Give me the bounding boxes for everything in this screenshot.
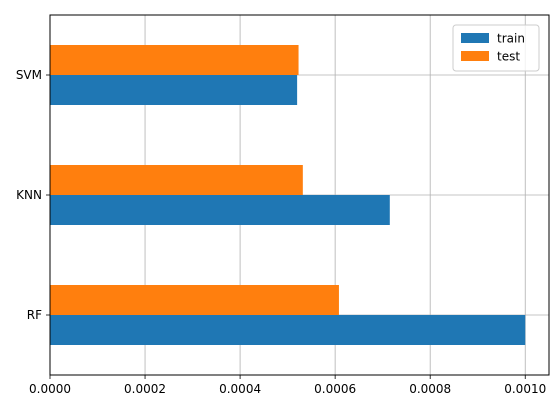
bar-test-rf — [50, 285, 339, 315]
x-tick-label: 0.0008 — [409, 382, 451, 396]
legend-label-train: train — [497, 32, 525, 46]
x-tick-label: 0.0002 — [124, 382, 166, 396]
legend: train test — [452, 24, 540, 72]
legend-label-test: test — [497, 50, 520, 64]
x-tick-label: 0.0000 — [29, 382, 71, 396]
legend-box — [452, 24, 540, 72]
bar-train-svm — [50, 75, 298, 105]
y-axis-ticks: RF KNN SVM — [16, 68, 50, 322]
bar-train-rf — [50, 315, 526, 345]
legend-swatch-test — [461, 51, 489, 61]
bar-test-knn — [50, 165, 303, 195]
legend-swatch-train — [461, 33, 489, 43]
x-tick-label: 0.0006 — [314, 382, 356, 396]
y-tick-label: KNN — [16, 188, 42, 202]
bars — [50, 45, 526, 345]
bar-test-svm — [50, 45, 299, 75]
x-tick-label: 0.0010 — [504, 382, 546, 396]
x-tick-label: 0.0004 — [219, 382, 261, 396]
y-tick-label: RF — [27, 308, 42, 322]
y-tick-label: SVM — [16, 68, 42, 82]
bar-train-knn — [50, 195, 390, 225]
x-axis-ticks: 0.0000 0.0002 0.0004 0.0006 0.0008 0.0010 — [29, 375, 546, 396]
